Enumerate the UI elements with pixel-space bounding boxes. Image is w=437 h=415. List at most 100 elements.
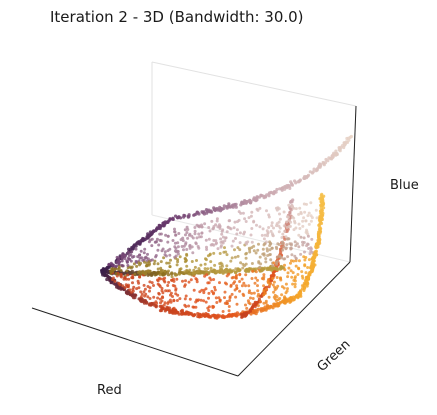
scatter-point xyxy=(278,226,282,230)
scatter-point xyxy=(204,287,208,291)
scatter-point xyxy=(111,278,114,281)
scatter-point xyxy=(276,259,280,263)
scatter-point xyxy=(175,299,179,302)
scatter-point xyxy=(286,255,290,259)
scatter-point xyxy=(248,309,252,313)
scatter-point xyxy=(197,313,201,317)
scatter-point xyxy=(311,257,315,262)
scatter-point xyxy=(278,212,281,216)
scatter-point xyxy=(221,264,224,268)
scatter-point xyxy=(242,281,246,285)
scatter-point xyxy=(212,206,216,210)
scatter-point xyxy=(234,237,237,240)
scatter-point xyxy=(143,287,147,291)
scatter-point xyxy=(317,232,321,236)
scatter-point xyxy=(176,252,180,256)
scatter-point xyxy=(174,246,178,250)
scatter-point xyxy=(241,313,245,317)
scatter-point xyxy=(249,233,253,237)
scatter-point xyxy=(145,300,149,304)
scatter-point xyxy=(161,247,165,251)
scatter-point xyxy=(269,229,273,233)
scatter-point xyxy=(204,300,208,304)
scatter-point xyxy=(308,170,312,174)
scatter-point xyxy=(333,152,337,157)
scatter-point xyxy=(203,262,207,266)
scatter-point xyxy=(205,313,209,317)
scatter-point xyxy=(156,267,160,271)
scatter-point xyxy=(239,211,243,215)
scatter-point xyxy=(140,292,144,296)
scatter-point xyxy=(326,159,330,163)
scatter-point xyxy=(278,217,282,221)
scatter-point xyxy=(194,277,198,281)
scatter-point xyxy=(227,202,231,206)
scatter-point xyxy=(253,281,257,285)
scatter-point xyxy=(162,303,166,307)
scatter-point xyxy=(311,170,315,174)
scatter-point xyxy=(254,251,258,255)
blue-axis-line xyxy=(349,105,357,263)
scatter-point xyxy=(161,295,164,299)
scatter-point xyxy=(238,273,242,277)
scatter-point xyxy=(158,224,162,228)
scatter-point xyxy=(173,227,176,231)
scatter-point xyxy=(215,217,219,221)
scatter-point xyxy=(122,277,126,281)
scatter-point xyxy=(158,232,162,236)
scatter-point xyxy=(197,212,201,216)
scatter-point xyxy=(127,277,131,281)
scatter-point xyxy=(218,225,222,229)
scatter-point xyxy=(244,252,248,256)
scatter-point xyxy=(192,268,196,272)
scatter-point xyxy=(276,298,280,302)
scatter-point xyxy=(115,255,119,259)
scatter-point xyxy=(221,228,225,232)
scatter-point xyxy=(238,280,242,283)
scatter-point xyxy=(293,221,297,225)
scatter-point xyxy=(297,267,301,271)
scatter-point xyxy=(249,214,253,218)
scatter-point xyxy=(123,257,127,260)
scatter-point xyxy=(157,276,161,280)
scatter-point xyxy=(126,264,130,267)
scatter-point xyxy=(173,241,177,245)
scatter-point xyxy=(310,237,314,241)
scatter-point xyxy=(272,280,276,284)
scatter-point xyxy=(183,284,187,288)
scatter-point xyxy=(217,296,221,300)
scatter-point xyxy=(224,236,228,240)
scatter-point xyxy=(202,299,206,303)
scatter-point xyxy=(262,301,266,305)
scatter-point xyxy=(280,236,284,239)
scatter-point xyxy=(216,247,220,251)
scatter-point xyxy=(294,264,298,268)
scatter-point xyxy=(146,295,150,299)
scatter-point xyxy=(262,307,266,312)
scatter-point xyxy=(128,265,132,269)
chart-title: Iteration 2 - 3D (Bandwidth: 30.0) xyxy=(50,8,304,26)
scatter-point xyxy=(180,271,184,275)
scatter-point xyxy=(285,243,289,247)
scatter-point xyxy=(190,313,194,317)
scatter-point xyxy=(155,227,159,231)
scatter-point xyxy=(237,269,241,273)
scatter-point xyxy=(260,277,264,280)
scatter-point xyxy=(156,262,160,266)
scatter-point xyxy=(320,192,324,196)
scatter-point xyxy=(167,219,171,223)
scatter-point xyxy=(298,206,302,210)
scatter-point xyxy=(334,149,338,153)
scatter-point xyxy=(121,284,125,288)
scatter-point xyxy=(220,315,224,319)
scatter-point xyxy=(131,255,134,259)
scatter-point xyxy=(298,178,302,182)
scatter-point xyxy=(172,306,176,310)
scatter-point xyxy=(237,218,241,222)
scatter-point xyxy=(178,255,182,259)
scatter-point xyxy=(203,222,207,226)
scatter-point xyxy=(244,241,248,245)
scatter-point xyxy=(299,289,302,293)
scatter-point xyxy=(227,305,231,308)
scatter-point xyxy=(154,304,158,308)
